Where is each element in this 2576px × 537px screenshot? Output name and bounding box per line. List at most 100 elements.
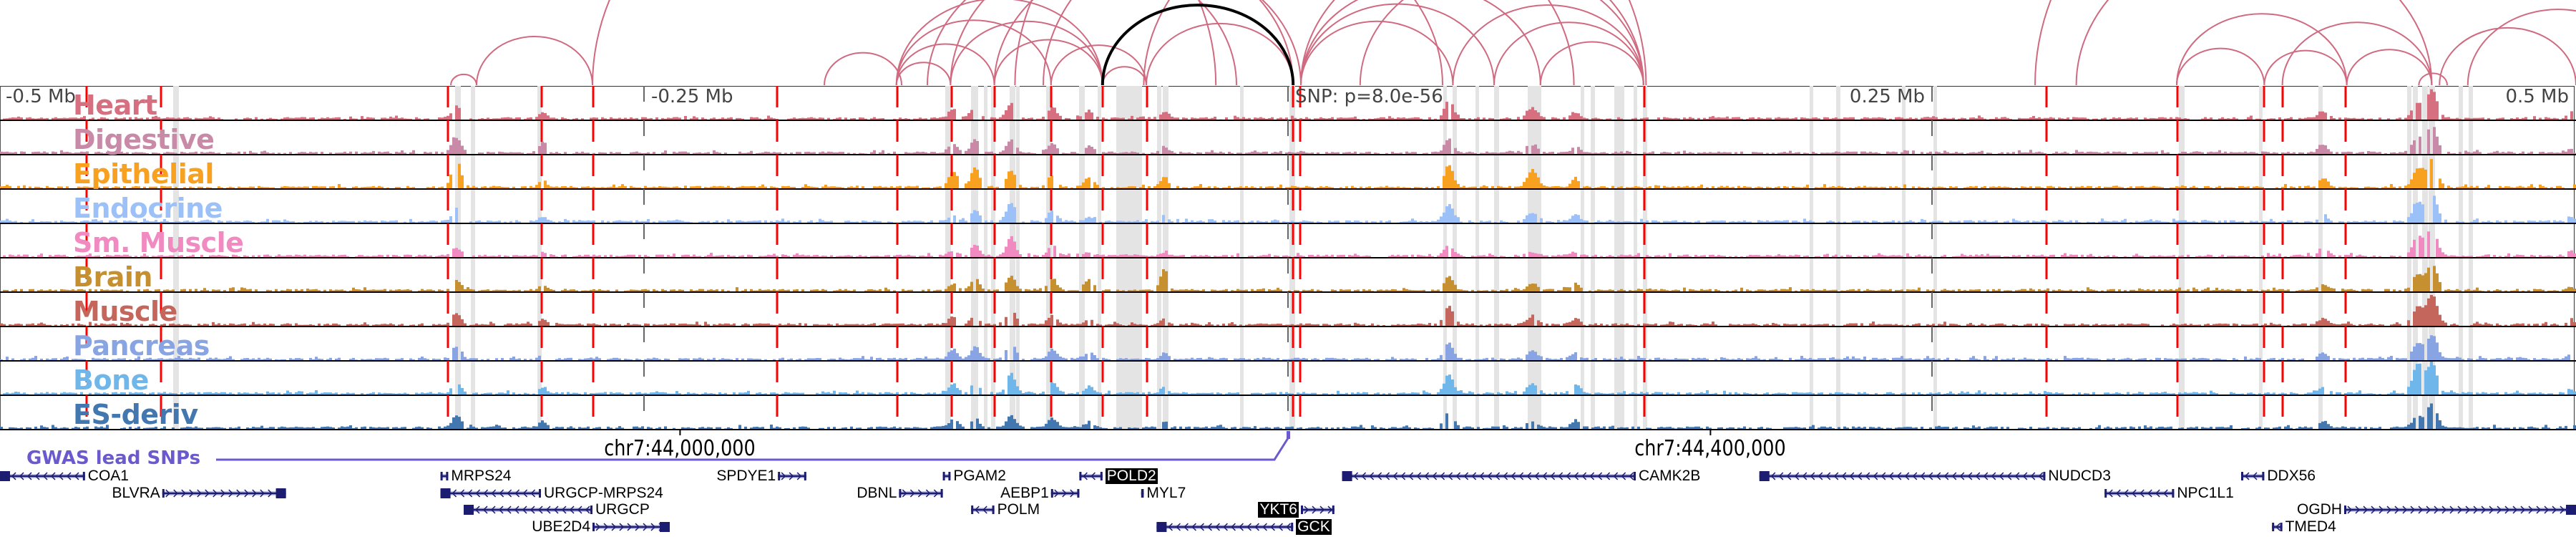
loop-arc <box>2281 21 2433 86</box>
gene-label-ykt6[interactable]: YKT6 <box>1258 501 1299 518</box>
loop-arc <box>2418 72 2448 86</box>
loop-arc <box>2346 49 2433 86</box>
gene-nudcd3[interactable] <box>1759 471 2046 481</box>
loop-arc <box>2176 13 2348 86</box>
gene-label-nudcd3[interactable]: NUDCD3 <box>2048 468 2111 484</box>
coordinate-label: chr7:44,000,000 <box>604 436 756 461</box>
loop-arc <box>592 0 1217 86</box>
signal-bars <box>0 159 2576 188</box>
track-label-pancreas: Pancreas <box>73 330 210 362</box>
signal-track-muscle <box>0 295 2576 326</box>
loop-arc <box>2439 26 2576 86</box>
gene-label-myl7[interactable]: MYL7 <box>1146 485 1186 501</box>
axis-label-left-mid: -0.25 Mb <box>651 86 733 107</box>
loop-arc <box>950 20 1103 86</box>
signal-track-es-deriv <box>0 403 2576 429</box>
gene-ddx56[interactable] <box>2241 472 2265 480</box>
gene-npc1l1[interactable] <box>2104 489 2175 498</box>
gene-ogdh[interactable] <box>2344 505 2576 515</box>
loop-arc <box>895 62 952 86</box>
signal-track-sm-muscle <box>3 231 2576 257</box>
loop-arc <box>993 39 1103 86</box>
loop-arc <box>1101 66 1147 86</box>
gene-mrps24[interactable] <box>440 472 449 480</box>
loop-arc <box>895 0 1103 86</box>
gene-label-pgam2[interactable]: PGAM2 <box>953 468 1006 484</box>
gene-dbnl[interactable] <box>899 489 943 498</box>
gene-label-coa1[interactable]: COA1 <box>87 468 129 484</box>
gene-ykt6[interactable] <box>1301 505 1335 514</box>
loop-arc <box>824 52 902 86</box>
gene-label-spdye1[interactable]: SPDYE1 <box>716 468 776 484</box>
gene-pold2[interactable] <box>1079 472 1103 480</box>
track-label-brain: Brain <box>73 261 152 293</box>
loop-arc <box>895 19 1052 86</box>
gene-track <box>0 430 2576 532</box>
signal-tracks <box>0 86 2576 430</box>
signal-bars <box>0 295 2576 326</box>
gene-label-urgcp[interactable]: URGCP <box>595 501 650 518</box>
signal-track-pancreas <box>0 335 2570 360</box>
axis-label-left: -0.5 Mb <box>6 86 76 107</box>
gene-urgcp[interactable] <box>464 505 592 515</box>
gene-tmed4[interactable] <box>2272 523 2283 531</box>
gene-label-mrps24[interactable]: MRPS24 <box>451 468 512 484</box>
gene-pgam2[interactable] <box>942 472 951 480</box>
gene-label-dbnl[interactable]: DBNL <box>857 485 897 501</box>
signal-track-digestive <box>0 127 2576 154</box>
gene-gck[interactable] <box>1156 522 1294 532</box>
loop-arc <box>2075 0 2433 86</box>
gene-label-npc1l1[interactable]: NPC1L1 <box>2177 485 2234 501</box>
gene-coa1[interactable] <box>0 471 85 481</box>
gwas-snp-marker <box>1287 431 1290 439</box>
loop-arc <box>1359 0 1644 86</box>
loop-arc <box>927 0 1237 86</box>
gwas-lead-snps-label: GWAS lead SNPs <box>26 448 201 469</box>
loop-arc <box>895 43 995 86</box>
gene-label-ddx56[interactable]: DDX56 <box>2267 468 2316 484</box>
signal-bars <box>3 89 2573 120</box>
loop-arc <box>1452 4 1644 86</box>
gene-label-ube2d4[interactable]: UBE2D4 <box>532 518 590 535</box>
signal-bars <box>0 127 2576 154</box>
gene-label-gck[interactable]: GCK <box>1296 518 1332 535</box>
strand-chevrons <box>2244 472 2258 480</box>
track-label-heart: Heart <box>73 90 157 121</box>
loop-arc <box>993 0 1302 86</box>
gene-spdye1[interactable] <box>778 472 806 480</box>
axis-label-right-mid: 0.25 Mb <box>1849 86 1925 107</box>
gene-label-camk2b[interactable]: CAMK2B <box>1639 468 1701 484</box>
loop-arc <box>1300 3 1495 86</box>
gene-myl7[interactable] <box>1141 489 1144 498</box>
gene-label-ogdh[interactable]: OGDH <box>2297 501 2342 518</box>
signal-bars <box>0 335 2570 360</box>
signal-track-endocrine <box>0 195 2576 223</box>
gene-label-tmed4[interactable]: TMED4 <box>2285 518 2336 535</box>
signal-bars <box>3 362 2576 395</box>
gene-label-urgcp-mrps24[interactable]: URGCP-MRPS24 <box>544 485 663 501</box>
highlighted-loop-arc <box>1101 4 1295 86</box>
gene-label-pold2[interactable]: POLD2 <box>1105 468 1158 484</box>
gene-polm[interactable] <box>971 505 995 514</box>
gene-label-blvra[interactable]: BLVRA <box>112 485 160 501</box>
gene-blvra[interactable] <box>162 488 286 498</box>
loop-arc <box>1050 44 1147 86</box>
gene-label-aebp1[interactable]: AEBP1 <box>1000 485 1049 501</box>
strand-chevrons <box>2108 489 2168 498</box>
loop-arc <box>1300 0 1541 86</box>
track-label-digestive: Digestive <box>73 124 215 155</box>
track-label-muscle: Muscle <box>73 296 177 327</box>
loop-arc <box>476 35 593 86</box>
gene-camk2b[interactable] <box>1342 471 1636 481</box>
loop-arc <box>950 0 1294 86</box>
gene-label-polm[interactable]: POLM <box>997 501 1040 518</box>
loop-arc <box>1146 22 1294 86</box>
gene-urgcp-mrps24[interactable] <box>440 488 541 498</box>
gene-ube2d4[interactable] <box>592 522 670 532</box>
track-label-endocrine: Endocrine <box>73 193 223 224</box>
strand-chevrons <box>1054 489 1075 498</box>
loop-arc <box>2034 0 2052 86</box>
gene-aebp1[interactable] <box>1050 489 1080 498</box>
loop-arc <box>1043 0 1443 86</box>
track-label-es-deriv: ES-deriv <box>73 399 198 430</box>
